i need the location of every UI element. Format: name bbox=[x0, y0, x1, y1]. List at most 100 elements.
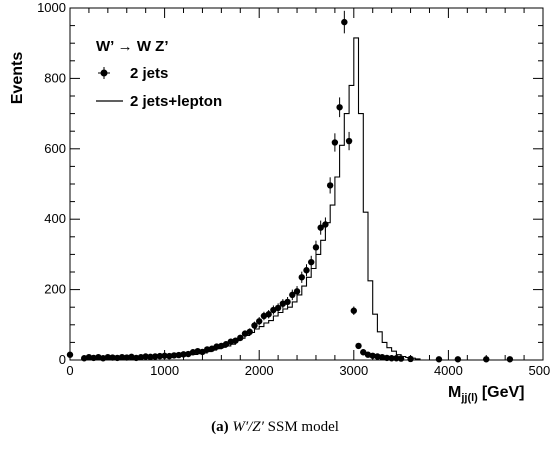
point-marker bbox=[360, 349, 367, 356]
data-point bbox=[123, 354, 130, 361]
data-point bbox=[326, 177, 334, 194]
point-marker bbox=[114, 354, 121, 362]
figure-caption: (a) W′/Z′ SSM model bbox=[0, 419, 550, 436]
point-marker bbox=[118, 353, 126, 361]
data-point bbox=[397, 355, 405, 362]
point-marker bbox=[378, 353, 386, 361]
y-tick-label-3: 600 bbox=[44, 141, 66, 156]
x-axis-label-unit: [GeV] bbox=[482, 384, 525, 401]
data-point bbox=[407, 355, 414, 363]
point-marker bbox=[90, 354, 97, 362]
y-tick-label-1: 200 bbox=[44, 282, 66, 297]
data-point bbox=[170, 352, 178, 359]
plot-frame bbox=[69, 7, 544, 361]
data-point bbox=[308, 255, 315, 269]
point-marker bbox=[483, 356, 490, 363]
point-marker bbox=[355, 342, 362, 350]
point-marker bbox=[322, 221, 329, 228]
point-marker bbox=[232, 337, 239, 344]
data-point bbox=[203, 346, 211, 353]
point-marker bbox=[66, 351, 74, 358]
legend-title: W’ → W Z’ bbox=[96, 38, 169, 55]
legend-label-2-jets-lepton: 2 jets+lepton bbox=[130, 93, 222, 110]
point-marker bbox=[289, 291, 296, 299]
point-marker bbox=[213, 343, 220, 350]
data-point bbox=[175, 351, 182, 359]
data-point bbox=[133, 354, 140, 362]
data-point bbox=[256, 317, 263, 326]
point-marker bbox=[246, 328, 253, 336]
point-marker bbox=[317, 224, 324, 231]
point-marker bbox=[104, 353, 112, 361]
data-point bbox=[118, 353, 126, 361]
caption-title: W′/Z′ bbox=[232, 419, 264, 435]
data-point bbox=[383, 354, 391, 362]
data-point bbox=[312, 240, 320, 255]
data-point bbox=[345, 131, 353, 151]
data-point bbox=[388, 355, 395, 362]
data-point bbox=[393, 355, 400, 362]
data-point bbox=[137, 353, 145, 361]
data-point bbox=[180, 351, 187, 358]
series-2-jets bbox=[66, 10, 514, 363]
data-point bbox=[331, 133, 339, 152]
point-marker bbox=[326, 182, 334, 189]
data-point bbox=[232, 337, 239, 344]
y-tick-label-0: 0 bbox=[59, 352, 66, 367]
point-marker bbox=[303, 267, 310, 274]
point-marker bbox=[203, 346, 211, 353]
data-point bbox=[298, 271, 305, 283]
point-marker bbox=[265, 311, 272, 318]
point-marker bbox=[293, 288, 301, 295]
y-axis-label: Events bbox=[9, 52, 26, 105]
point-marker bbox=[85, 353, 93, 361]
data-point bbox=[104, 353, 112, 361]
data-point bbox=[293, 286, 301, 297]
data-point bbox=[350, 306, 357, 315]
point-marker bbox=[506, 356, 514, 363]
legend-marker-2-jets bbox=[100, 69, 108, 77]
point-marker bbox=[151, 353, 159, 360]
point-marker bbox=[222, 340, 230, 348]
step-line-2-jets-lepton bbox=[79, 37, 425, 361]
point-marker bbox=[369, 352, 376, 359]
x-tick-label-3: 3000 bbox=[339, 363, 368, 378]
data-point bbox=[435, 356, 443, 363]
data-point bbox=[360, 349, 367, 356]
point-marker bbox=[388, 355, 395, 362]
data-point bbox=[454, 356, 462, 363]
data-point bbox=[284, 296, 291, 307]
data-point bbox=[506, 356, 514, 363]
point-marker bbox=[345, 137, 353, 145]
point-marker bbox=[137, 353, 145, 361]
point-marker bbox=[331, 139, 339, 146]
point-marker bbox=[170, 352, 178, 359]
point-marker bbox=[312, 244, 320, 251]
data-point bbox=[265, 310, 272, 319]
data-point bbox=[151, 353, 159, 360]
data-point bbox=[274, 303, 282, 313]
data-point bbox=[341, 10, 348, 34]
series-2-jets-lepton bbox=[79, 37, 425, 361]
point-marker bbox=[374, 353, 381, 360]
data-point bbox=[237, 334, 244, 342]
point-marker bbox=[298, 274, 305, 281]
point-marker bbox=[123, 354, 130, 361]
data-point bbox=[369, 352, 376, 359]
x-tick-label-4: 4000 bbox=[434, 363, 463, 378]
data-point bbox=[166, 352, 173, 360]
point-marker bbox=[336, 104, 343, 111]
data-point bbox=[246, 328, 253, 336]
caption-label: (a) bbox=[211, 419, 229, 435]
x-axis: 0 1000 2000 3000 4000 5000 bbox=[66, 8, 550, 378]
data-point bbox=[109, 354, 116, 361]
point-marker bbox=[133, 354, 140, 362]
point-marker bbox=[194, 348, 201, 355]
x-axis-label-main: M bbox=[448, 384, 461, 401]
point-marker bbox=[383, 354, 391, 362]
x-tick-label-0: 0 bbox=[66, 363, 73, 378]
data-point bbox=[142, 353, 149, 360]
legend: W’ → W Z’ 2 jets 2 jets+lepton bbox=[96, 38, 222, 110]
point-marker bbox=[180, 351, 187, 358]
data-point bbox=[147, 353, 154, 361]
